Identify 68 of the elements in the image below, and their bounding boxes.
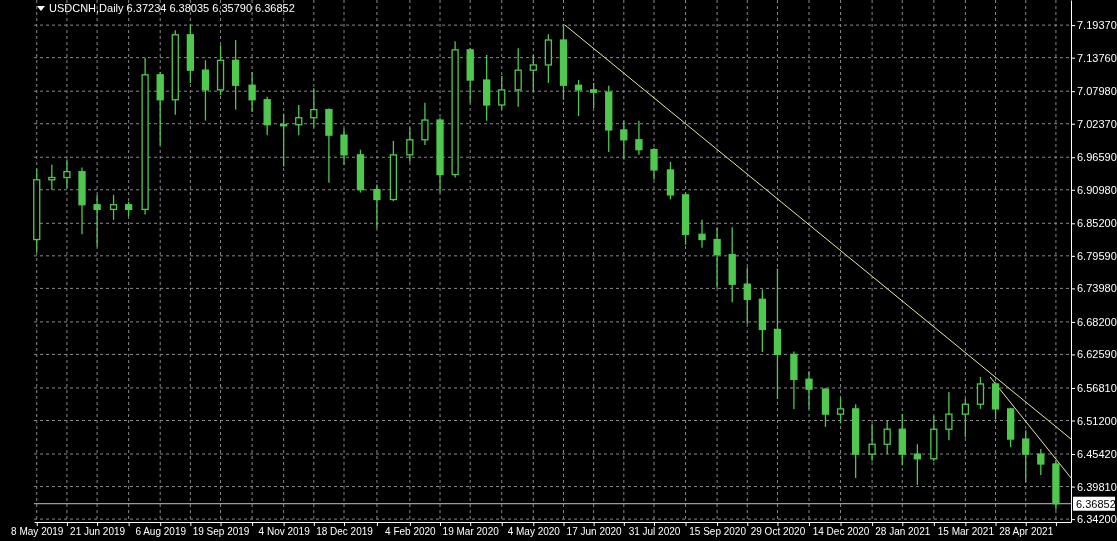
y-tick-label: 6.96590 <box>1077 151 1117 164</box>
x-tick-label: 6 Aug 2019 <box>135 526 187 538</box>
candlestick <box>961 398 970 438</box>
candlestick <box>945 391 953 441</box>
x-tick-label: 31 Jul 2020 <box>628 526 681 538</box>
candlestick <box>635 119 643 156</box>
y-tick-label: 6.79590 <box>1077 249 1117 262</box>
y-tick-label: 6.62590 <box>1077 348 1117 361</box>
candlestick <box>620 119 628 161</box>
candlestick <box>1037 448 1045 476</box>
candlestick <box>498 75 506 111</box>
x-tick-label: 8 May 2019 <box>11 526 64 538</box>
y-tick-label: 7.13760 <box>1077 51 1117 64</box>
candlestick <box>698 219 706 249</box>
y-tick-label: 7.02370 <box>1077 117 1117 130</box>
x-tick-label: 19 Mar 2020 <box>442 526 500 538</box>
candlestick <box>93 194 101 248</box>
x-tick-label: 29 Oct 2020 <box>750 526 806 538</box>
candlestick <box>713 226 721 289</box>
candlestick <box>280 113 288 168</box>
y-tick-label: 6.68200 <box>1077 315 1117 328</box>
candlestick <box>868 422 876 462</box>
y-tick-label: 6.34200 <box>1077 513 1117 526</box>
chart-title: USDCNH,Daily 6.37234 6.38035 6.35790 6.36852 <box>49 2 295 14</box>
x-tick-label: 15 Mar 2021 <box>937 526 995 538</box>
candlestick <box>310 87 318 129</box>
candlestick <box>248 71 256 113</box>
candlestick <box>574 79 583 117</box>
y-tick-label: 6.56810 <box>1077 381 1117 394</box>
y-tick-label: 6.45420 <box>1077 448 1117 461</box>
candlestick <box>63 158 71 189</box>
y-tick-label: 6.85200 <box>1077 217 1117 230</box>
x-tick-label: 28 Jan 2021 <box>875 526 931 538</box>
candlestick <box>590 82 598 109</box>
candlestick <box>340 128 348 166</box>
candlestick <box>295 104 303 136</box>
candlestick <box>650 147 658 181</box>
y-tick-label: 7.19370 <box>1077 19 1117 32</box>
x-tick-label: 19 Sep 2019 <box>192 526 250 538</box>
candlestick <box>421 102 429 146</box>
y-tick-label: 6.51200 <box>1077 414 1117 427</box>
candlestick <box>913 443 922 486</box>
x-tick-label: 17 Jun 2020 <box>566 526 623 538</box>
candlestick <box>836 396 845 425</box>
candlestick <box>976 376 985 410</box>
x-tick-label: 21 Jun 2019 <box>70 526 126 538</box>
x-tick-label: 14 Dec 2020 <box>812 526 870 538</box>
candlestick <box>1022 429 1030 483</box>
candlestick <box>883 419 891 455</box>
x-tick-label: 4 Nov 2019 <box>258 526 311 538</box>
candlestick <box>373 183 381 230</box>
y-tick-label: 7.07980 <box>1077 85 1117 98</box>
x-tick-label: 28 Apr 2021 <box>999 526 1054 538</box>
x-tick-label: 15 Sep 2020 <box>689 526 747 538</box>
candlestick <box>201 59 210 122</box>
x-tick-label: 4 May 2020 <box>507 526 561 538</box>
y-tick-label: 6.90980 <box>1077 183 1117 196</box>
x-tick-label: 18 Dec 2019 <box>316 526 374 538</box>
candlestick <box>529 54 537 92</box>
candlestick <box>805 370 813 410</box>
y-tick-label: 6.73980 <box>1077 282 1117 295</box>
candlestick <box>109 194 118 221</box>
y-tick-label: 6.39810 <box>1077 480 1117 493</box>
x-tick-label: 4 Feb 2020 <box>385 526 437 538</box>
candlestick <box>406 126 414 163</box>
candlestick <box>514 47 522 108</box>
candlestick <box>743 266 751 325</box>
ref-line-label: 6.36852 <box>1076 497 1116 510</box>
